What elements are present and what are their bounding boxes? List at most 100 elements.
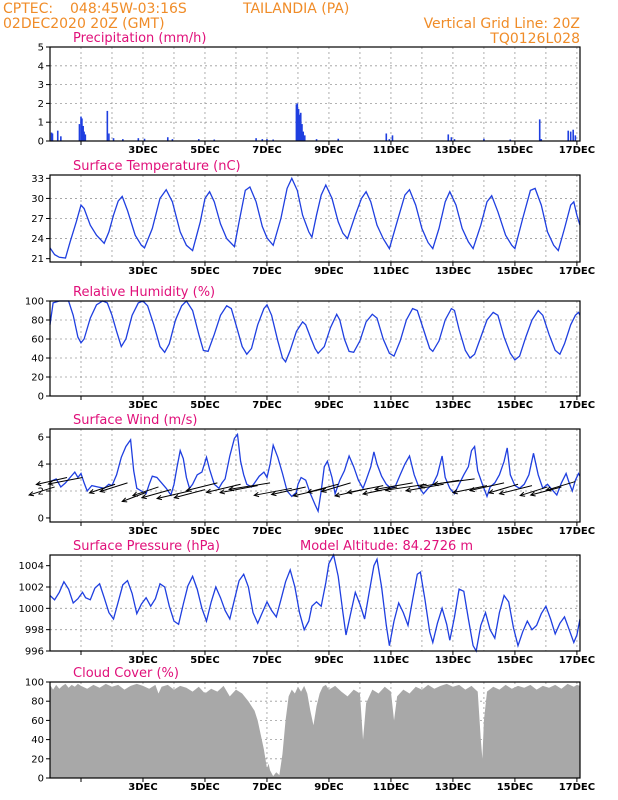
precip-bar [450,137,453,141]
rh-ytick-label: 20 [31,373,44,384]
precip-bar [50,132,53,141]
precip-bar [572,129,574,141]
temp-xtick-label: 13DEC [435,266,471,277]
precip-bar [82,125,84,141]
pres-panel: Surface Pressure (hPa) Model Altitude: 84… [19,539,596,666]
temp-xtick-label: 17DEC [559,266,595,277]
wind-frame [49,428,581,523]
pres-frame [49,554,581,652]
wind-ytick-label: 2 [38,487,44,498]
temp-title: Surface Temperature (nC) [73,159,241,174]
wind-arrow [47,477,83,486]
wind-arrow [219,485,258,495]
precip-bar [337,138,340,141]
wind-arrow [361,486,398,496]
wind-arrow [451,485,488,495]
temp-xtick-label: 9DEC [314,266,343,277]
rh-xtick-label: 5DEC [190,400,219,411]
rh-ytick-label: 60 [31,335,44,346]
precip-bar [540,139,543,141]
wind-arrow [185,482,218,492]
pres-xtick-label: 15DEC [497,655,533,666]
wind-arrow [346,485,384,495]
pres-line [49,553,581,653]
precip-bar [166,137,169,141]
wind-arrow [306,483,339,494]
cloud-ytick-label: 60 [31,716,44,727]
pres-ytick-label: 1000 [19,604,44,615]
wind-xtick-label: 9DEC [314,526,343,537]
rh-title: Relative Humidity (%) [73,285,215,300]
rh-xtick-label: 9DEC [314,400,343,411]
pres-xtick-label: 11DEC [373,655,409,666]
temp-xtick-label: 15DEC [497,266,533,277]
precip-bar [197,139,200,141]
temp-ytick-label: 33 [31,174,44,185]
pres-ytick-label: 996 [25,647,44,658]
precip-ytick-label: 2 [38,99,44,110]
pres-xtick-label: 3DEC [128,655,157,666]
wind-panel: Surface Wind (m/s) 0 2 4 6 3DEC 5DEC 7DEC 9DEC 11… [27,413,595,537]
precip-bar [509,139,512,141]
rh-xtick-label: 15DEC [497,400,533,411]
pres-xtick-label: 13DEC [435,655,471,666]
rh-ytick-label: 0 [38,392,44,403]
rh-xtick-label: 13DEC [435,400,471,411]
precip-bar [385,133,388,141]
precip-ytick-label: 4 [38,61,44,72]
precip-bar [51,133,54,141]
rh-xtick-label: 7DEC [252,400,281,411]
precip-bar [60,136,62,141]
cloud-ytick-label: 80 [31,697,44,708]
wind-title: Surface Wind (m/s) [73,413,197,428]
precip-bar [303,135,306,141]
precip-bar [108,133,110,141]
wind-line [49,432,581,514]
precip-title: Precipitation (mm/h) [73,31,206,46]
cloud-area [50,683,580,778]
pres-subtitle: Model Altitude: 84.2726 m [300,539,473,554]
wind-arrow [468,482,505,493]
precip-panel: Precipitation (mm/h) 0 1 2 3 4 5 3DEC 5DEC 7DEC 9D… [38,31,595,156]
precip-xtick-label: 7DEC [252,145,281,156]
cloud-xtick-label: 3DEC [128,782,157,793]
rh-xtick-label: 3DEC [128,400,157,411]
cloud-xtick-label: 15DEC [497,782,533,793]
precip-bar [299,112,302,141]
wind-arrow [498,485,533,496]
precip-bar [272,139,274,141]
temp-panel: Surface Temperature (nC) 21 24 27 30 33 3DEC 5D… [31,159,595,277]
pres-ytick-label: 1004 [19,561,44,572]
precip-bar [567,130,570,141]
rh-ytick-label: 80 [31,316,44,327]
header-date: 02DEC2020 20Z (GMT) [3,16,165,32]
cloud-ytick-label: 20 [31,754,44,765]
wind-arrow [384,483,427,493]
wind-arrow [88,483,116,495]
header-run-id: TQ0126L028 [489,31,580,47]
precip-bar [84,134,87,141]
precip-bar [302,131,305,141]
precip-ytick-label: 3 [38,80,44,91]
precip-bar [80,116,82,141]
precip-bar [171,139,174,141]
precip-bar [301,124,303,141]
rh-frame [49,300,581,397]
wind-ytick-label: 6 [38,433,44,444]
header-coords: 048:45W-03:16S [70,1,187,17]
wind-xtick-label: 3DEC [128,526,157,537]
rh-ytick-label: 100 [25,297,44,308]
cloud-frame [49,681,581,779]
pres-ytick-label: 1002 [19,583,44,594]
panels-group: Precipitation (mm/h) 0 1 2 3 4 5 3DEC 5DEC 7DEC 9D… [19,31,596,793]
pres-xtick-label: 17DEC [559,655,595,666]
temp-ytick-label: 30 [31,194,44,205]
rh-panel: Relative Humidity (%) 0 20 40 60 80 100 3DEC 5DE… [25,285,595,411]
wind-arrow [228,482,271,492]
precip-bar [569,131,572,141]
temp-xtick-label: 5DEC [190,266,219,277]
precip-bar [297,109,300,141]
precip-bar [255,138,257,141]
pres-title: Surface Pressure (hPa) [73,539,220,554]
